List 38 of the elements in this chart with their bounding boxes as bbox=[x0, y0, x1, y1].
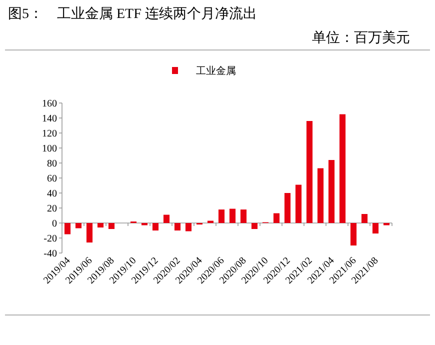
bar bbox=[328, 160, 335, 223]
bar bbox=[218, 210, 225, 223]
bar bbox=[174, 223, 181, 230]
bar bbox=[240, 210, 247, 223]
y-tick-label: 60 bbox=[47, 174, 57, 184]
bar bbox=[163, 214, 170, 223]
bar bbox=[273, 213, 280, 223]
chart-subtitle: 单位：百万美元 bbox=[312, 30, 410, 46]
bar bbox=[108, 223, 115, 229]
bar bbox=[317, 168, 324, 223]
bar bbox=[75, 223, 82, 228]
bar bbox=[152, 223, 159, 230]
bar bbox=[185, 223, 192, 232]
legend: 工业金属 bbox=[172, 66, 236, 77]
bar bbox=[306, 121, 313, 223]
bar bbox=[229, 208, 236, 223]
bar bbox=[350, 223, 357, 246]
y-tick-label: 40 bbox=[47, 188, 57, 200]
bar bbox=[295, 184, 302, 223]
y-tick-label: -20 bbox=[44, 234, 57, 244]
bar bbox=[361, 214, 368, 223]
bar bbox=[251, 223, 258, 229]
y-tick-label: -40 bbox=[44, 248, 57, 260]
y-tick-label: 140 bbox=[42, 114, 57, 124]
bar bbox=[97, 223, 104, 228]
bar bbox=[86, 223, 93, 242]
y-tick-label: 120 bbox=[42, 128, 57, 140]
legend-label: 工业金属 bbox=[196, 65, 236, 77]
y-tick-label: 80 bbox=[47, 158, 57, 170]
chart-title: 图5： 工业金属 ETF 连续两个月净流出 bbox=[8, 6, 257, 22]
bar bbox=[339, 114, 346, 223]
bar bbox=[64, 223, 71, 234]
bar bbox=[372, 223, 379, 234]
bar bbox=[284, 193, 291, 223]
y-tick-label: 100 bbox=[42, 144, 57, 154]
y-tick-label: 0 bbox=[52, 218, 57, 230]
y-tick-label: 20 bbox=[47, 204, 57, 214]
y-tick-label: 160 bbox=[42, 98, 57, 110]
